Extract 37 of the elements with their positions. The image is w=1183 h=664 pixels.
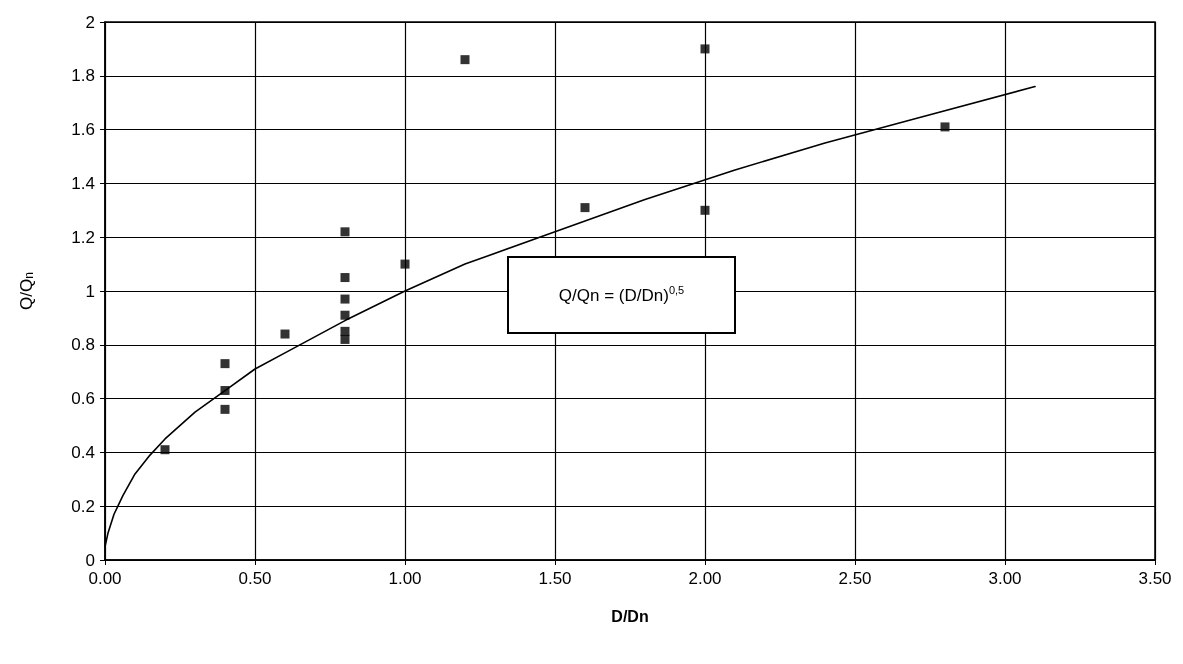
point (280, 329, 290, 339)
point (340, 227, 350, 237)
x-tick-label: 1.00 (388, 569, 422, 588)
point (940, 122, 950, 132)
y-tick-label: 1.6 (71, 120, 95, 140)
y-tick-label: 1.4 (71, 173, 95, 193)
x-tick-label: 0.00 (88, 569, 122, 588)
x-tick-label: 0.50 (238, 569, 272, 588)
y-tick-label: 0.6 (71, 389, 95, 409)
x-tick-label: 2.50 (838, 569, 872, 588)
y-tick-label: 0.8 (71, 335, 95, 355)
x-tick-label: 1.50 (538, 569, 572, 588)
x-tick-label: 3.00 (988, 569, 1022, 588)
point (220, 404, 230, 414)
x-tick-label: 2.00 (688, 569, 722, 588)
point (340, 294, 350, 304)
point (220, 359, 230, 369)
y-tick-label: 1 (85, 281, 95, 301)
y-tick-label: 0.4 (71, 442, 95, 462)
y-tick-label: 0.2 (71, 496, 95, 516)
x-tick-label: 3.50 (1138, 569, 1172, 588)
point (400, 259, 410, 269)
point (580, 203, 590, 213)
y-tick-label: 1.2 (71, 227, 95, 247)
point (340, 273, 350, 283)
point (340, 334, 350, 344)
y-axis-title: Q/Qn (16, 272, 36, 310)
point (460, 55, 470, 65)
y-tick-label: 2 (85, 12, 95, 32)
x-axis-title: D/Dn (611, 607, 649, 625)
y-tick-label: 1.8 (71, 66, 95, 86)
point (160, 445, 170, 455)
point (700, 44, 710, 54)
point (700, 205, 710, 215)
point (340, 310, 350, 320)
y-tick-label: 0 (85, 550, 95, 570)
annotation: Q/Qn = (D/Dn)$^{0,5}$ (558, 284, 685, 306)
